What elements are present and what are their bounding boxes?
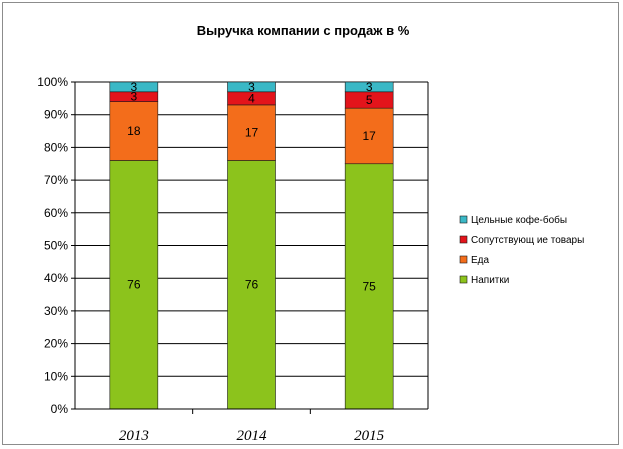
chart-title: Выручка компании с продаж в % — [196, 23, 410, 38]
legend-swatch — [459, 275, 468, 284]
legend-swatch — [459, 235, 468, 244]
legend-swatch — [459, 255, 468, 264]
bar-segment — [109, 81, 159, 93]
data-label: 5 — [366, 93, 373, 107]
y-tick-label: 50% — [44, 239, 68, 253]
data-label: 3 — [130, 80, 137, 94]
legend-layer: Цельные кофе-бобы Сопутствующ ие товары Ед… — [459, 214, 584, 286]
legend-label: Еда — [471, 255, 490, 266]
legend-label: Напитки — [471, 275, 509, 286]
y-tick-label: 60% — [44, 206, 68, 220]
category-label: 2015 — [354, 428, 385, 444]
category-label: 2014 — [237, 428, 268, 444]
legend-label: Сопутствующ ие товары — [471, 235, 584, 246]
bar-segment — [344, 81, 394, 93]
category-label: 2013 — [119, 428, 149, 444]
chart-frame: Выручка компании с продаж в % — [2, 2, 619, 445]
bar-segment — [109, 160, 159, 410]
data-label: 76 — [127, 278, 141, 292]
bar-segment — [227, 81, 276, 93]
y-tick-label: 10% — [44, 369, 68, 383]
data-label: 18 — [127, 124, 141, 138]
axis-layer: 0% 10% 20% 30% 40% 50% 60% 70% 80% 90% 100% 2013 201… — [37, 75, 429, 444]
legend-swatch — [459, 215, 468, 224]
data-label: 4 — [248, 91, 255, 105]
data-label: 76 — [245, 278, 259, 292]
legend-label: Цельные кофе-бобы — [471, 214, 567, 226]
y-tick-label: 80% — [44, 140, 68, 154]
bar-segment — [227, 160, 276, 410]
y-tick-label: 0% — [51, 402, 69, 416]
data-label: 3 — [130, 90, 137, 104]
y-tick-label: 20% — [44, 337, 68, 351]
y-tick-label: 40% — [44, 271, 68, 285]
bar-segment — [227, 104, 276, 161]
bar-segment — [109, 101, 159, 161]
y-tick-label: 90% — [44, 108, 68, 122]
data-label: 3 — [366, 80, 373, 94]
data-label: 75 — [362, 279, 376, 293]
y-tick-label: 30% — [44, 304, 68, 318]
bar-segment — [344, 107, 394, 165]
data-label: 17 — [245, 126, 259, 140]
data-label: 17 — [362, 129, 376, 143]
y-tick-label: 70% — [44, 173, 68, 187]
y-tick-label: 100% — [37, 75, 68, 89]
data-label: 3 — [248, 80, 255, 94]
